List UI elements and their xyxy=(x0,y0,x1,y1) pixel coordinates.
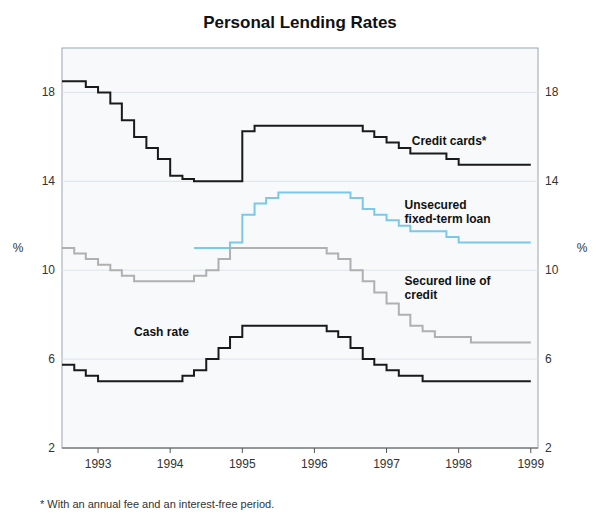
annotation-line: Credit cards* xyxy=(412,134,487,148)
chart-svg: 1993199419951996199719981999261014182610… xyxy=(0,0,600,524)
y2-tick-label: 14 xyxy=(545,174,559,188)
y2-tick-label: 6 xyxy=(545,352,552,366)
x-tick-label: 1995 xyxy=(229,457,256,471)
x-tick-label: 1997 xyxy=(373,457,400,471)
x-tick xyxy=(98,448,99,453)
y-axis-label: % xyxy=(13,241,24,255)
grid-line xyxy=(62,181,538,182)
annotation-line: Unsecured xyxy=(405,198,467,212)
annotation-line: Cash rate xyxy=(134,325,189,339)
annotation: Secured line ofcredit xyxy=(405,274,492,302)
series-line xyxy=(62,248,531,342)
x-tick-label: 1996 xyxy=(301,457,328,471)
grid-line xyxy=(62,359,538,360)
series-line xyxy=(62,81,531,181)
plot-frame xyxy=(62,48,538,448)
x-tick-label: 1994 xyxy=(157,457,184,471)
series-line xyxy=(62,326,531,382)
x-tick xyxy=(386,448,387,453)
annotation: Cash rate xyxy=(134,325,189,339)
grid-line xyxy=(62,448,538,449)
y2-axis-label: % xyxy=(577,241,588,255)
x-tick xyxy=(170,448,171,453)
x-tick-label: 1993 xyxy=(85,457,112,471)
y-tick-label: 10 xyxy=(42,263,56,277)
annotation-line: credit xyxy=(405,288,438,302)
x-tick-label: 1999 xyxy=(517,457,544,471)
x-tick xyxy=(458,448,459,453)
footnote: * With an annual fee and an interest-fre… xyxy=(40,498,274,510)
x-tick-label: 1998 xyxy=(445,457,472,471)
annotation: Credit cards* xyxy=(412,134,487,148)
chart-title: Personal Lending Rates xyxy=(203,13,397,32)
y-tick-label: 6 xyxy=(48,352,55,366)
y-tick-label: 2 xyxy=(48,441,55,455)
grid-line xyxy=(62,92,538,93)
series-group xyxy=(62,81,531,381)
x-tick xyxy=(314,448,315,453)
y-tick-label: 18 xyxy=(42,85,56,99)
chart-container: 1993199419951996199719981999261014182610… xyxy=(0,0,600,524)
annotation-line: Secured line of xyxy=(405,274,492,288)
y2-tick-label: 10 xyxy=(545,263,559,277)
y2-tick-label: 18 xyxy=(545,85,559,99)
grid-line xyxy=(62,270,538,271)
annotation: Unsecuredfixed-term loan xyxy=(405,198,491,226)
series-line xyxy=(194,192,531,248)
x-tick xyxy=(530,448,531,453)
y2-tick-label: 2 xyxy=(545,441,552,455)
annotation-line: fixed-term loan xyxy=(405,212,491,226)
x-tick xyxy=(242,448,243,453)
x-axis-line xyxy=(62,448,538,449)
y-tick-label: 14 xyxy=(42,174,56,188)
